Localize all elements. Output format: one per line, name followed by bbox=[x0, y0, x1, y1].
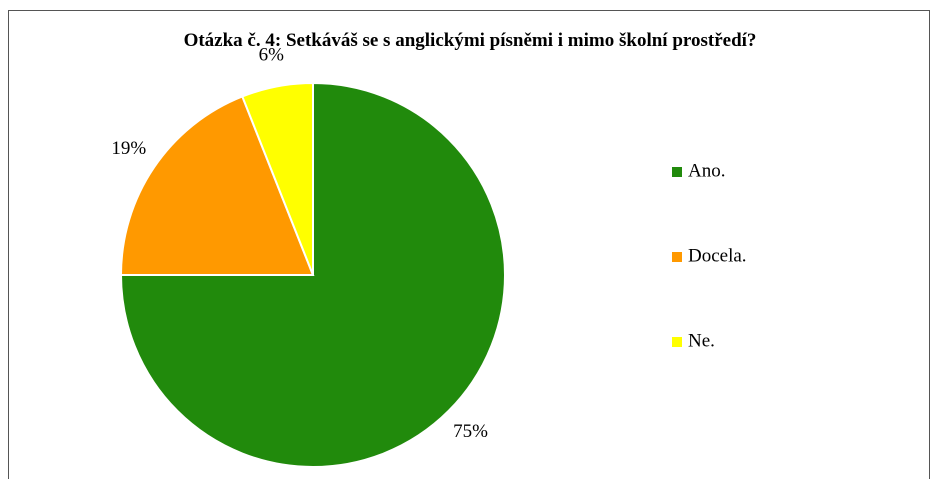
legend-label: Docela. bbox=[688, 245, 747, 266]
pie-slice bbox=[119, 81, 506, 468]
legend-swatch bbox=[672, 337, 682, 347]
chart-title: Otázka č. 4: Setkáváš se s anglickými pí… bbox=[183, 30, 757, 51]
legend-swatch bbox=[672, 167, 682, 177]
pie-slice bbox=[241, 81, 314, 276]
pie-slice bbox=[119, 95, 315, 276]
data-label: 75% bbox=[453, 421, 488, 442]
data-label: 19% bbox=[111, 138, 146, 159]
legend-label: Ne. bbox=[688, 330, 715, 351]
legend-label: Ano. bbox=[688, 160, 725, 181]
data-label: 6% bbox=[259, 45, 285, 66]
legend-swatch bbox=[672, 252, 682, 262]
chart-frame bbox=[8, 10, 930, 479]
